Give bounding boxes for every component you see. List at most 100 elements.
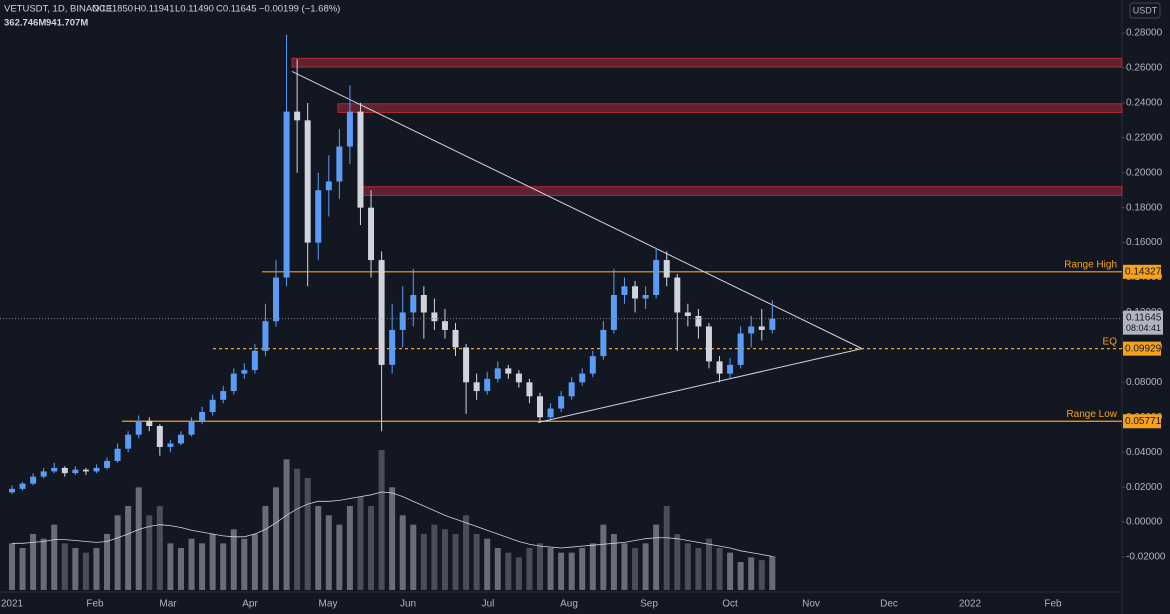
candle-body [568, 382, 575, 397]
volume-bar [241, 538, 248, 590]
candle-body [621, 286, 628, 295]
volume-bar [632, 548, 639, 590]
volume-bar [40, 538, 47, 590]
candle-body [399, 312, 406, 330]
volume-bar [82, 552, 89, 590]
candle-body [463, 347, 470, 383]
candle-body [547, 408, 554, 418]
resistance-zone [291, 57, 1123, 68]
volume-bar [336, 524, 343, 590]
candle-body [610, 295, 617, 330]
candle-body [177, 434, 184, 444]
ohlc-open: O0.11850 [92, 4, 133, 15]
volume-bar [737, 562, 744, 590]
volume-bar [621, 543, 628, 590]
x-tick-label: Sep [640, 599, 658, 610]
candle-body [188, 420, 195, 435]
last-price-box [1123, 310, 1163, 335]
volume-bar [758, 560, 765, 590]
volume-bar [441, 529, 448, 590]
countdown: 08:04:41 [1126, 323, 1161, 333]
volume-bar [188, 538, 195, 590]
candle-body [378, 260, 385, 365]
x-tick-label: Jun [400, 599, 416, 610]
y-tick-label: 0.28000 [1126, 28, 1163, 39]
candle-body [663, 260, 670, 278]
x-tick-label: Mar [159, 599, 177, 610]
candle-body [230, 373, 237, 392]
volume-bar [389, 487, 396, 590]
candle-body [315, 190, 322, 243]
volume-bar [684, 543, 691, 590]
y-tick-label: 0.16000 [1126, 237, 1163, 248]
volume-bar [72, 548, 79, 590]
candle-body [769, 318, 776, 330]
volume-bar [262, 506, 269, 590]
volume-bar [304, 478, 311, 590]
volume-bar [420, 534, 427, 590]
candle-body [30, 476, 37, 484]
x-tick-label: 2022 [959, 599, 982, 610]
volume-bar [177, 548, 184, 590]
volume-bar [294, 468, 301, 590]
y-tick-label: 0.24000 [1126, 98, 1163, 109]
candle-body [737, 333, 744, 365]
candle-body [294, 111, 301, 121]
candle-body [389, 329, 396, 365]
currency[interactable]: USDT [1133, 5, 1158, 15]
y-tick-label: 0.18000 [1126, 202, 1163, 213]
volume-bar [558, 552, 565, 590]
ohlc-high: H0.11941 [134, 4, 175, 15]
candle-body [93, 467, 100, 472]
x-tick-label: Oct [722, 599, 738, 610]
volume-bar [505, 552, 512, 590]
x-tick-label: Feb [86, 599, 104, 610]
candle-body [357, 111, 364, 208]
volume-bar [769, 556, 776, 590]
volume-bar [716, 548, 723, 590]
volume-bar [315, 506, 322, 590]
volume-bar [663, 506, 670, 590]
candle-body [283, 111, 290, 278]
x-tick-label: 2021 [1, 599, 24, 610]
volume-value: 362.746M [4, 18, 46, 29]
volume-bar [199, 543, 206, 590]
volume-bar [230, 529, 237, 590]
volume-bar [526, 548, 533, 590]
plot: Range High EQ Range Low [0, 32, 1125, 590]
volume-bar [30, 534, 37, 590]
candle-body [431, 312, 438, 322]
volume-bar [19, 548, 26, 590]
volume-bar [600, 524, 607, 590]
level-name: EQ [1103, 336, 1118, 347]
candle-body [515, 373, 522, 383]
x-tick-label: Nov [802, 599, 820, 610]
candle-body [642, 295, 649, 299]
volume-bar [610, 534, 617, 590]
level-price: 0.05771 [1125, 416, 1162, 427]
candle-body [526, 382, 533, 397]
volume-bar [463, 515, 470, 590]
candle-body [19, 483, 26, 489]
candle-body [156, 425, 163, 447]
volume-bar [431, 524, 438, 590]
symbol: VETUSDT, 1D, BINANCE [4, 4, 112, 15]
volume-bar [695, 548, 702, 590]
y-tick-label: -0.02000 [1126, 552, 1166, 563]
volume-bar [9, 543, 15, 590]
resistance-zone [337, 103, 1123, 113]
candle-body [251, 350, 258, 371]
candle-body [135, 420, 142, 435]
volume-bar [167, 543, 174, 590]
y-tick-label: 0.08000 [1126, 377, 1163, 388]
candle-body [410, 295, 417, 313]
candle-body [758, 326, 765, 330]
candle-body [336, 146, 343, 182]
x-tick-label: Feb [1044, 599, 1062, 610]
candle-body [199, 412, 206, 421]
triangle-lower [537, 348, 863, 423]
currency-box[interactable] [1129, 2, 1161, 19]
candle-body [484, 378, 491, 392]
